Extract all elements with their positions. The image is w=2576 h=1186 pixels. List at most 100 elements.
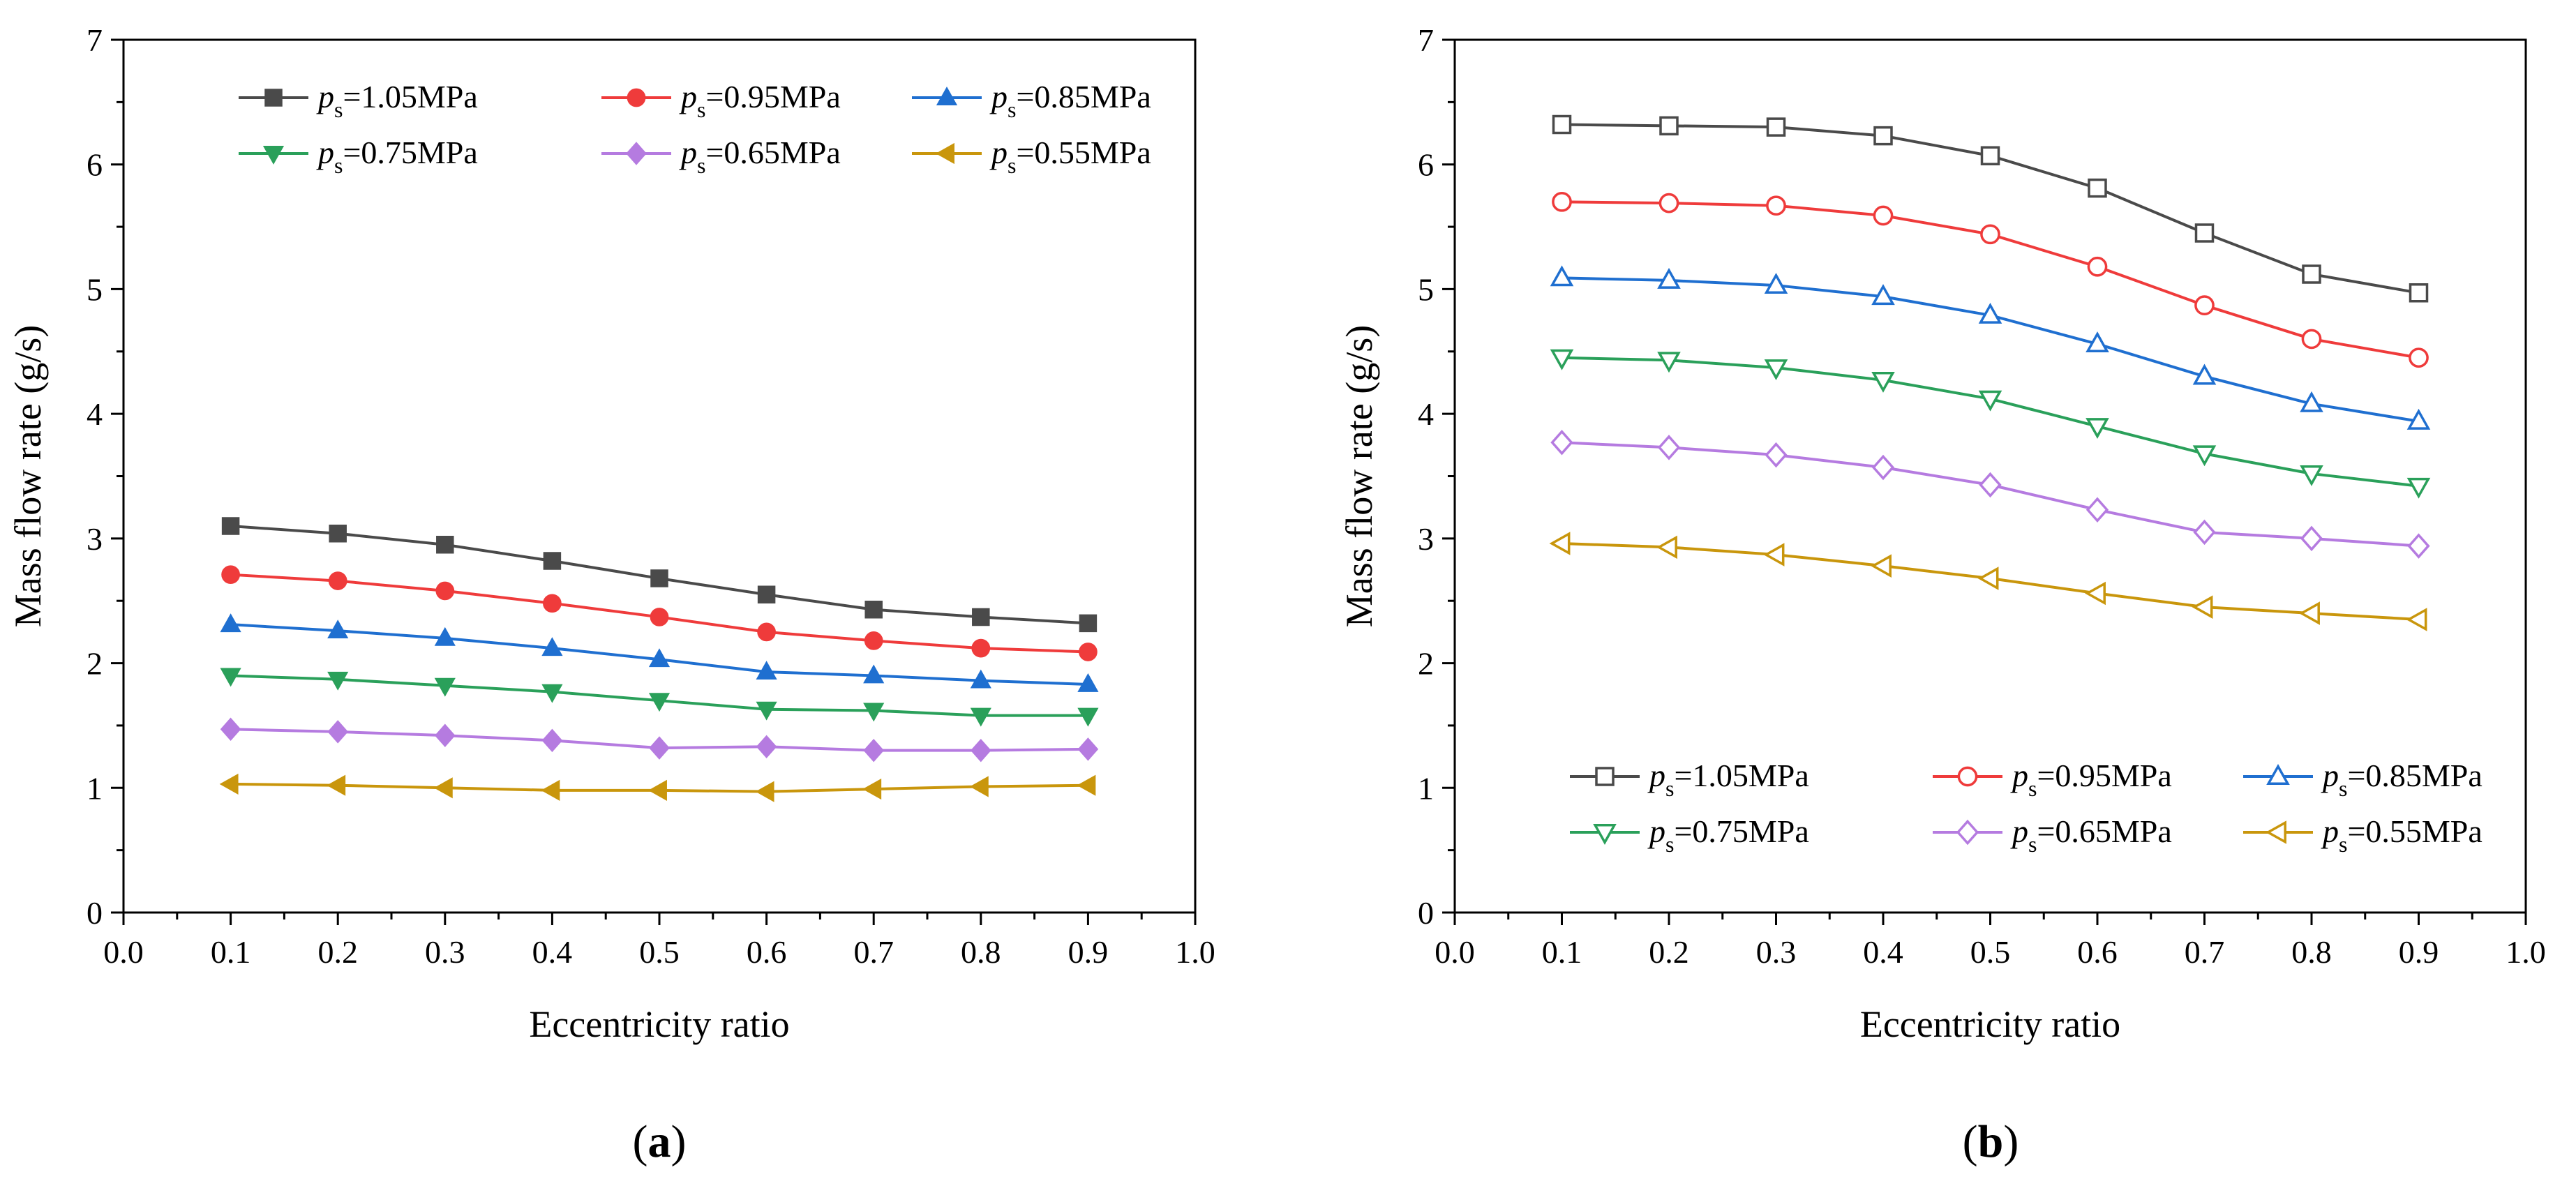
data-point [436,536,454,554]
data-point [543,594,562,613]
legend-label: ps=0.95MPa [679,79,841,122]
data-point [756,701,777,721]
series-ps=0.55MPa [219,773,1096,802]
series-ps=0.85MPa [1550,265,2431,430]
y-tick-label: 1 [1418,770,1434,806]
x-tick-label: 0.4 [1863,934,1903,970]
legend: ps=1.05MPa ps=0.95MPa ps=0.85MPa ps=0.75MPa… [1570,758,2483,857]
data-point [2088,178,2107,198]
data-point [327,720,349,744]
data-point [1077,737,1099,761]
series-ps=1.05MPa [1552,114,2429,303]
legend-marker [2266,764,2290,785]
legend-marker [1957,766,1978,787]
x-tick-label: 0.9 [1068,934,1109,970]
y-tick-label: 4 [87,396,103,432]
series-ps=0.55MPa [1549,532,2427,631]
data-point [757,622,776,642]
legend-marker [262,146,285,165]
data-point [1658,193,1679,213]
data-point [1871,371,1895,393]
data-point [220,668,241,687]
data-point [1871,554,1892,578]
data-point [1978,390,2002,412]
data-point [2300,465,2323,486]
x-tick-label: 0.8 [961,934,1001,970]
legend-marker [936,142,954,165]
data-point [1552,114,1572,135]
data-point [2085,497,2109,523]
data-point [1550,430,1573,456]
data-point [2193,519,2216,546]
data-point [648,779,667,801]
x-tick-label: 0.0 [1435,934,1475,970]
data-point [1977,566,1999,590]
data-point [1766,117,1786,137]
x-tick-label: 0.0 [103,934,144,970]
legend-label: ps=0.65MPa [2010,813,2172,857]
data-point [648,693,671,712]
data-point [219,773,239,795]
data-point [970,707,991,727]
legend: ps=1.05MPa ps=0.95MPa ps=0.85MPa ps=0.75MPa… [239,79,1151,178]
legend-label: ps=0.75MPa [1647,813,1809,857]
data-point [971,638,991,658]
y-tick-label: 5 [1418,271,1434,307]
data-point [1657,435,1681,460]
panel-label: (b) [1963,1116,2019,1167]
data-point [1871,284,1895,306]
data-point [1659,116,1679,136]
data-point [756,661,777,680]
x-tick-label: 0.6 [747,934,787,970]
legend-item: ps=0.85MPa [912,79,1151,122]
data-point [1657,267,1681,289]
data-point [1549,532,1571,555]
x-tick-label: 0.3 [1756,934,1797,970]
legend-marker [626,142,647,165]
data-point [2406,408,2431,430]
data-point [1979,472,2002,498]
x-tick-label: 1.0 [2506,934,2546,970]
data-point [756,735,777,759]
data-point [863,703,885,722]
legend-marker [1595,767,1615,786]
data-point [972,608,990,626]
data-point [1550,265,1574,287]
legend-label: ps=0.75MPa [316,135,478,178]
legend-label: ps=1.05MPa [316,79,478,122]
data-point [2087,256,2108,277]
y-tick-label: 7 [1418,22,1434,58]
series-ps=0.75MPa [1550,349,2431,499]
data-point [541,684,563,703]
data-point [221,517,240,535]
data-point [2300,391,2323,412]
x-tick-label: 0.3 [425,934,465,970]
data-point [650,569,668,587]
data-point [650,608,669,626]
series-ps=1.05MPa [221,517,1098,633]
legend-marker [2266,820,2286,844]
legend-item: ps=0.65MPa [601,135,841,178]
legend-label: ps=0.55MPa [989,135,1151,178]
data-point [970,738,991,763]
legend-item: ps=0.95MPa [1933,758,2172,801]
data-point [2192,363,2217,385]
data-point [970,669,991,689]
data-point [2085,581,2106,606]
data-point [2194,295,2215,316]
data-point [864,631,883,650]
y-tick-label: 3 [87,521,103,557]
y-tick-label: 2 [87,646,103,682]
legend-item: ps=0.75MPa [239,135,478,178]
data-point [329,524,347,543]
data-point [221,565,240,585]
data-point [328,571,347,590]
y-tick-label: 2 [1418,646,1434,682]
chart-panel-b: 0.0 0.1 0.2 0.3 0.4 0.5 0.6 0.7 0.8 0.9 1.0 0 1 2 3 4 5 6… [1338,22,2546,1167]
chart-panel-a: 0.0 0.1 0.2 0.3 0.4 0.5 0.6 0.7 0.8 0.9 1.0 0 1 2 3 4 5 6… [7,22,1215,1167]
legend-item: ps=0.55MPa [2243,813,2483,857]
data-point [2299,601,2320,625]
legend-marker [936,87,958,105]
data-point [1871,454,1895,481]
